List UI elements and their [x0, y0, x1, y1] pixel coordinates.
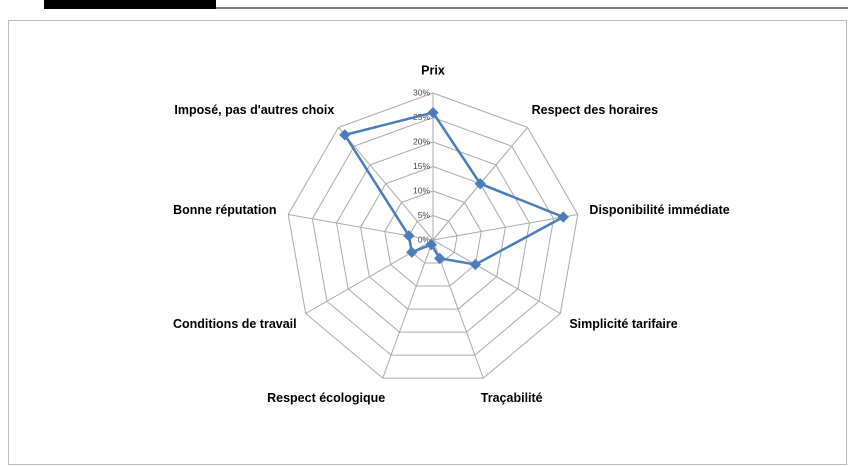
data-point: [434, 252, 446, 265]
r-tick-label: 25%: [413, 112, 430, 122]
data-point: [403, 230, 415, 242]
spoke: [432, 213, 578, 241]
spoke: [432, 239, 561, 314]
spoke: [382, 239, 434, 379]
data-point: [469, 258, 482, 271]
category-label: Bonne réputation: [173, 203, 276, 217]
r-tick-label: 15%: [413, 161, 430, 171]
grid-ring: [335, 141, 531, 333]
r-tick-label: 20%: [413, 136, 430, 146]
r-tick-label: 0%: [418, 234, 431, 244]
grid-ring: [384, 190, 482, 287]
data-point: [406, 246, 418, 258]
grid-ring: [408, 214, 458, 264]
grid-ring: [287, 92, 579, 379]
r-tick-label: 10%: [413, 185, 430, 195]
data-point: [557, 211, 569, 223]
data-point: [425, 238, 437, 251]
category-label: Simplicité tarifaire: [569, 317, 677, 331]
r-tick-label: 30%: [413, 87, 430, 97]
category-label: Imposé, pas d'autres choix: [174, 103, 334, 117]
category-label: Traçabilité: [481, 391, 543, 405]
category-label: Disponibilité immédiate: [589, 203, 729, 217]
category-label: Respect des horaires: [532, 103, 658, 117]
chart-frame: [8, 20, 847, 465]
header-bar: [44, 0, 216, 9]
data-point: [474, 178, 486, 190]
spoke: [432, 239, 484, 379]
r-tick-label: 5%: [418, 210, 431, 220]
category-label: Conditions de travail: [173, 317, 297, 331]
category-label: Prix: [421, 63, 445, 77]
data-point: [339, 129, 351, 141]
grid-ring: [360, 165, 506, 310]
grid-ring: [311, 116, 555, 356]
spoke: [338, 127, 434, 241]
series-line: [342, 111, 567, 266]
category-label: Respect écologique: [267, 391, 385, 405]
